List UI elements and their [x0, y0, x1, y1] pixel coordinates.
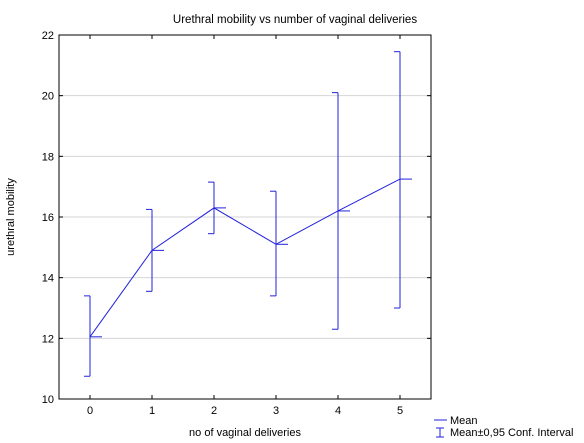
x-tick-label: 2	[211, 405, 217, 417]
y-tick-label: 20	[42, 91, 54, 103]
y-tick-label: 10	[42, 394, 54, 406]
mean-series	[84, 51, 412, 377]
ci-whisker-3	[270, 190, 277, 297]
legend-mean-label: Mean	[450, 415, 478, 427]
y-tick-label: 18	[42, 151, 54, 163]
y-tick-label: 14	[42, 273, 54, 285]
ci-whisker-5	[394, 51, 401, 309]
x-tick-label: 3	[273, 405, 279, 417]
legend: Mean Mean±0,95 Conf. Interval	[434, 415, 573, 439]
mean-line	[89, 178, 401, 338]
x-tick-label: 4	[335, 405, 341, 417]
x-tick-label: 0	[87, 405, 93, 417]
x-tick-label: 5	[397, 405, 403, 417]
chart-title: Urethral mobility vs number of vaginal d…	[173, 14, 417, 26]
x-tick-label: 1	[149, 405, 155, 417]
x-axis-label: no of vaginal deliveries	[189, 427, 301, 439]
y-tick-label: 12	[42, 333, 54, 345]
y-tick-label: 16	[42, 212, 54, 224]
ci-whisker-1	[146, 208, 153, 292]
y-tick-label: 22	[42, 30, 54, 42]
axes	[58, 34, 432, 400]
grid-lines	[59, 95, 431, 339]
ci-whisker-0	[84, 295, 91, 377]
legend-ci-swatch	[436, 427, 444, 438]
series-clip-group	[84, 51, 412, 377]
ci-whisker-2	[208, 181, 215, 235]
legend-ci-label: Mean±0,95 Conf. Interval	[450, 427, 573, 439]
y-axis-label: urethral mobility	[5, 178, 17, 256]
